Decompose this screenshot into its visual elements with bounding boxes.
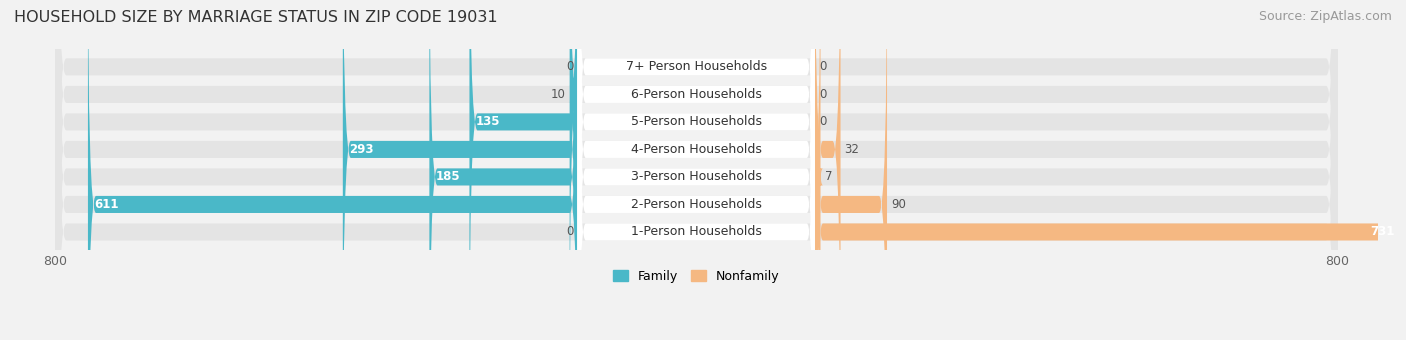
Text: 32: 32	[845, 143, 859, 156]
FancyBboxPatch shape	[578, 0, 815, 340]
FancyBboxPatch shape	[55, 0, 1337, 340]
FancyBboxPatch shape	[55, 0, 1337, 340]
Text: 135: 135	[475, 115, 501, 129]
Text: 611: 611	[94, 198, 120, 211]
FancyBboxPatch shape	[578, 0, 815, 340]
FancyBboxPatch shape	[55, 0, 1337, 340]
FancyBboxPatch shape	[815, 0, 1400, 340]
Text: 185: 185	[436, 170, 460, 184]
FancyBboxPatch shape	[429, 0, 578, 340]
Text: 0: 0	[818, 88, 827, 101]
FancyBboxPatch shape	[89, 0, 578, 340]
FancyBboxPatch shape	[578, 0, 815, 340]
Text: 0: 0	[567, 61, 574, 73]
FancyBboxPatch shape	[343, 0, 578, 340]
FancyBboxPatch shape	[578, 0, 815, 340]
Text: 731: 731	[1369, 225, 1395, 238]
Text: 7: 7	[824, 170, 832, 184]
Text: 3-Person Households: 3-Person Households	[631, 170, 762, 184]
Text: 0: 0	[818, 115, 827, 129]
Text: 4-Person Households: 4-Person Households	[631, 143, 762, 156]
Text: Source: ZipAtlas.com: Source: ZipAtlas.com	[1258, 10, 1392, 23]
Text: 1-Person Households: 1-Person Households	[631, 225, 762, 238]
FancyBboxPatch shape	[815, 0, 887, 340]
FancyBboxPatch shape	[578, 0, 815, 340]
Legend: Family, Nonfamily: Family, Nonfamily	[607, 265, 785, 288]
Text: HOUSEHOLD SIZE BY MARRIAGE STATUS IN ZIP CODE 19031: HOUSEHOLD SIZE BY MARRIAGE STATUS IN ZIP…	[14, 10, 498, 25]
Text: 7+ Person Households: 7+ Person Households	[626, 61, 766, 73]
FancyBboxPatch shape	[55, 0, 1337, 340]
FancyBboxPatch shape	[55, 0, 1337, 340]
Text: 0: 0	[567, 225, 574, 238]
FancyBboxPatch shape	[55, 0, 1337, 340]
FancyBboxPatch shape	[470, 0, 578, 340]
Text: 0: 0	[818, 61, 827, 73]
Text: 2-Person Households: 2-Person Households	[631, 198, 762, 211]
Text: 10: 10	[551, 88, 565, 101]
Text: 6-Person Households: 6-Person Households	[631, 88, 762, 101]
FancyBboxPatch shape	[813, 0, 823, 340]
Text: 5-Person Households: 5-Person Households	[631, 115, 762, 129]
FancyBboxPatch shape	[578, 0, 815, 340]
FancyBboxPatch shape	[578, 0, 815, 334]
Text: 293: 293	[349, 143, 374, 156]
FancyBboxPatch shape	[569, 0, 578, 340]
Text: 90: 90	[891, 198, 905, 211]
FancyBboxPatch shape	[55, 0, 1337, 340]
FancyBboxPatch shape	[815, 0, 841, 340]
